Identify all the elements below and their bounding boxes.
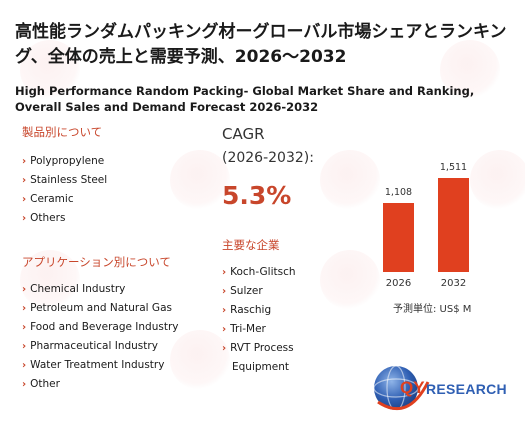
cagr-range: (2026-2032): bbox=[222, 150, 314, 166]
chevron-right-icon: › bbox=[222, 286, 227, 297]
list-item: › Sulzer bbox=[222, 285, 263, 297]
unit-label: 予測単位: US$ M bbox=[393, 304, 472, 315]
chevron-right-icon: › bbox=[222, 267, 227, 278]
list-item: › Petroleum and Natural Gas bbox=[22, 302, 172, 314]
list-item: › Tri-Mer bbox=[222, 323, 266, 335]
companies-list: › Koch-Glitsch › Sulzer › Raschig › Tri-Mer … bbox=[222, 263, 296, 377]
chevron-right-icon: › bbox=[22, 156, 27, 167]
chevron-right-icon: › bbox=[22, 303, 27, 314]
list-item: › Chemical Industry bbox=[22, 283, 126, 295]
bar-value-label: 1,108 bbox=[384, 186, 413, 198]
list-item: › Other bbox=[22, 378, 60, 390]
list-item: › Polypropylene bbox=[22, 155, 105, 167]
chevron-right-icon: › bbox=[222, 324, 227, 335]
list-item: › Water Treatment Industry bbox=[22, 359, 165, 371]
watermark-globe bbox=[320, 250, 380, 310]
chevron-right-icon: › bbox=[22, 341, 27, 352]
list-item: › Raschig bbox=[222, 304, 272, 316]
application-section-heading: アプリケーション別について bbox=[22, 255, 171, 269]
list-item: › Others bbox=[22, 212, 66, 224]
bar-category-label: 2032 bbox=[440, 278, 467, 289]
chevron-right-icon: › bbox=[22, 175, 27, 186]
list-item: › Ceramic bbox=[22, 193, 74, 205]
watermark-globe bbox=[170, 330, 230, 390]
cagr-label: CAGR bbox=[222, 125, 265, 143]
chevron-right-icon: › bbox=[22, 360, 27, 371]
chevron-right-icon: › bbox=[22, 322, 27, 333]
globe-icon bbox=[373, 365, 430, 411]
chevron-right-icon: › bbox=[22, 379, 27, 390]
watermark-globe bbox=[170, 150, 230, 210]
page-title: 高性能ランダムパッキング材ーグローバル市場シェアとランキング、全体の売上と需要予… bbox=[15, 22, 507, 67]
logo-text-research: RESEARCH bbox=[426, 381, 507, 397]
chevron-right-icon: › bbox=[222, 343, 227, 354]
list-item: › Koch-Glitsch bbox=[222, 266, 296, 278]
logo-text-qy: QY bbox=[400, 378, 425, 397]
list-item: › Stainless Steel bbox=[22, 174, 108, 186]
watermark-globe bbox=[470, 150, 525, 210]
bar-value-label: 1,511 bbox=[439, 161, 468, 173]
product-section-heading: 製品別について bbox=[22, 125, 103, 139]
list-item: Equipment bbox=[232, 361, 289, 373]
list-item: › RVT Process bbox=[222, 342, 294, 354]
watermark-globe bbox=[320, 150, 380, 210]
bar-category-label: 2026 bbox=[385, 278, 412, 289]
chevron-right-icon: › bbox=[22, 213, 27, 224]
page-subtitle: High Performance Random Packing- Global … bbox=[15, 84, 475, 114]
companies-section-heading: 主要な企業 bbox=[222, 238, 280, 252]
list-item: › Food and Beverage Industry bbox=[22, 321, 179, 333]
list-item: › Pharmaceutical Industry bbox=[22, 340, 158, 352]
chevron-right-icon: › bbox=[222, 305, 227, 316]
bar-2026 bbox=[383, 202, 414, 272]
bar-2032 bbox=[438, 177, 469, 272]
chevron-right-icon: › bbox=[22, 194, 27, 205]
cagr-value: 5.3% bbox=[222, 181, 292, 210]
chevron-right-icon: › bbox=[22, 284, 27, 295]
qyresearch-logo: QY RESEARCH bbox=[368, 362, 525, 422]
product-list: › Polypropylene › Stainless Steel › Ceramic… bbox=[22, 152, 107, 228]
application-list: › Chemical Industry › Petroleum and Natura… bbox=[22, 280, 178, 394]
